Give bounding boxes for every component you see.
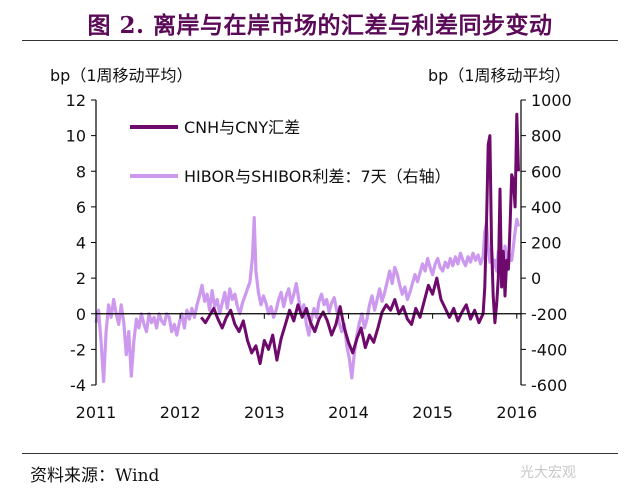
right-tick-label: 1000 (531, 91, 572, 110)
right-tick-label: 200 (531, 234, 562, 253)
x-tick-label: 2015 (412, 403, 453, 422)
x-tick-label: 2016 (496, 403, 537, 422)
right-tick-label: 800 (531, 127, 562, 146)
x-tick-label: 2011 (76, 403, 117, 422)
source-note: 资料来源：Wind (30, 466, 160, 486)
left-tick-label: 8 (76, 162, 86, 181)
right-tick-label: 0 (531, 269, 541, 288)
right-tick-label: -400 (531, 340, 567, 359)
series-line-cnh-cny (200, 112, 520, 366)
figure-title: 图 2. 离岸与在岸市场的汇差与利差同步变动 (87, 12, 553, 39)
right-tick-label: -600 (531, 376, 567, 395)
left-axis-unit: bp（1周移动平均） (50, 66, 193, 85)
right-tick-label: 400 (531, 198, 562, 217)
series-line-hibor-shibor (94, 216, 521, 383)
left-tick-label: 2 (76, 269, 86, 288)
legend-label-cnh-cny: CNH与CNY汇差 (184, 118, 300, 137)
left-tick-label: -2 (70, 340, 86, 359)
left-tick-label: 12 (66, 91, 86, 110)
watermark: 光大宏观 (520, 465, 576, 481)
top-rule (22, 40, 618, 41)
left-tick-label: 0 (76, 305, 86, 324)
series-layer (94, 112, 521, 383)
right-tick-label: -200 (531, 305, 567, 324)
left-tick-label: 4 (76, 234, 86, 253)
left-tick-label: -4 (70, 376, 86, 395)
bottom-rule (22, 453, 618, 454)
right-tick-label: 600 (531, 162, 562, 181)
x-tick-label: 2013 (244, 403, 285, 422)
axes: -4 -2 0 2 4 6 8 10 12 -600 -400 -200 0 200 400 600 800 10… (66, 91, 572, 422)
left-tick-label: 6 (76, 198, 86, 217)
legend-label-hibor-shibor: HIBOR与SHIBOR利差：7天（右轴） (184, 167, 451, 186)
x-tick-label: 2012 (160, 403, 201, 422)
left-tick-label: 10 (66, 127, 86, 146)
right-axis-unit: bp（1周移动平均） (428, 66, 571, 85)
x-tick-label: 2014 (328, 403, 369, 422)
legend: CNH与CNY汇差 HIBOR与SHIBOR利差：7天（右轴） (130, 118, 451, 186)
